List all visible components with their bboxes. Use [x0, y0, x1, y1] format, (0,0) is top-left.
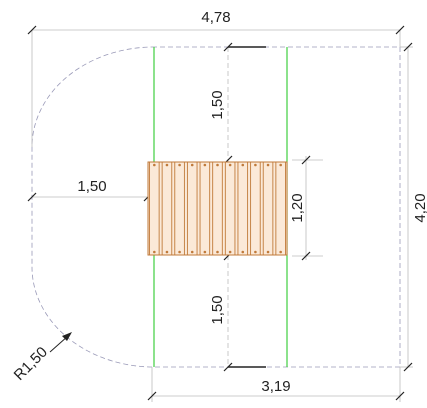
arrow-head-icon	[62, 332, 72, 341]
equipment-slat	[275, 161, 286, 256]
dim-overall-width: 4,78	[201, 9, 230, 26]
boundary-outline	[31, 46, 401, 368]
equipment-slat	[186, 161, 198, 256]
dim-left-clearance: 1,50	[77, 178, 106, 195]
dimension-tick	[223, 362, 233, 372]
equipment-bolt	[241, 250, 245, 254]
equipment-bolt	[228, 250, 232, 254]
equipment-bolt	[216, 163, 219, 167]
equipment-slat	[212, 161, 223, 256]
dim-bottom-clearance: 1,50	[209, 295, 226, 324]
equipment-slat	[237, 161, 249, 256]
dimension-tick	[403, 362, 413, 372]
dimension-tick	[395, 391, 405, 401]
equipment-slat	[161, 161, 173, 256]
dimension-tick	[27, 192, 37, 202]
equipment-bolt	[254, 163, 257, 167]
equipment-bolt	[241, 163, 245, 167]
equipment-bolt	[203, 163, 207, 167]
equipment-bolt	[216, 250, 219, 254]
dim-radius: R1,50	[11, 344, 51, 384]
dimension-tick	[403, 42, 413, 52]
equipment-bolt	[153, 250, 156, 254]
equipment-bolt	[153, 163, 156, 167]
equipment-bolt	[165, 250, 169, 254]
dimension-tick	[395, 25, 405, 35]
equipment-bolt	[266, 250, 270, 254]
equipment-bolt	[254, 250, 257, 254]
equipment-slat	[262, 161, 274, 256]
equipment-bolt	[279, 250, 282, 254]
equipment-bolt	[203, 250, 207, 254]
equipment-outline	[147, 161, 288, 256]
radius-leader	[49, 332, 72, 353]
equipment-bolt	[279, 163, 282, 167]
equipment-platform	[147, 161, 288, 256]
dim-bottom-width: 3,19	[261, 378, 290, 395]
dim-overall-height: 4,20	[412, 193, 427, 222]
equipment-bolt	[178, 163, 181, 167]
equipment-bolt	[190, 163, 194, 167]
equipment-bolt	[190, 250, 194, 254]
equipment-slat	[224, 161, 236, 256]
dimension-tick	[147, 391, 157, 401]
equipment-slat	[250, 161, 261, 256]
equipment-slat	[174, 161, 185, 256]
equipment-bolt	[178, 250, 181, 254]
dimension-tick	[27, 25, 37, 35]
equipment-slat	[199, 161, 211, 256]
dim-top-clearance: 1,50	[209, 90, 226, 119]
dimension-tick	[301, 155, 311, 165]
zone-end-marks	[228, 46, 266, 368]
dimension-tick	[301, 251, 311, 261]
equipment-bolt	[266, 163, 270, 167]
equipment-bolt	[228, 163, 232, 167]
equipment-slat	[149, 161, 160, 256]
equipment-bolt	[165, 163, 169, 167]
dim-equipment-depth: 1,20	[289, 193, 306, 222]
dimension-tick	[223, 42, 233, 52]
